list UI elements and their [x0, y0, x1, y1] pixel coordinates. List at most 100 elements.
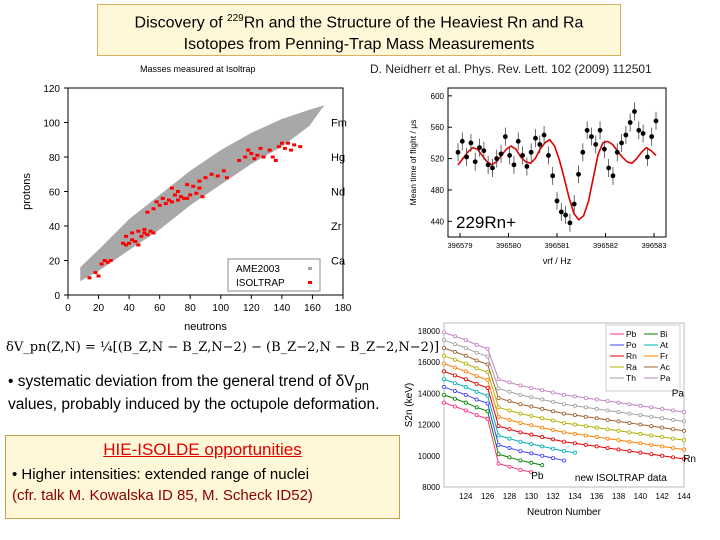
data-point [477, 145, 482, 150]
series-point [518, 411, 523, 416]
isoltrap-point [200, 195, 205, 199]
tof-resonance-chart: 440 480 520 560 600 396579 396580 396581 396582 3… [408, 87, 667, 266]
x-tick-label: 142 [656, 492, 670, 501]
isoltrap-point [121, 241, 125, 245]
series-point [605, 408, 610, 413]
series-point [594, 397, 599, 402]
y-tick-label: 14000 [418, 389, 441, 398]
series-point [594, 444, 599, 449]
data-point [614, 149, 620, 155]
data-point [636, 127, 642, 133]
data-point [653, 118, 659, 124]
y-tick-label: 10000 [418, 452, 441, 461]
y-tick-label: 100 [43, 119, 60, 130]
isoltrap-point [108, 259, 113, 262]
x-tick-label: 396581 [544, 241, 569, 250]
series-point [660, 416, 665, 421]
series-point [561, 402, 566, 407]
isoltrap-point [298, 145, 303, 149]
y-tick-label: 520 [431, 155, 445, 164]
element-label: Fm [331, 118, 347, 130]
data-point [533, 135, 538, 141]
series-point [452, 342, 457, 347]
series-point [540, 388, 545, 393]
isoltrap-point [276, 145, 281, 149]
series-point [649, 414, 654, 419]
series-point [561, 392, 566, 397]
series-point [496, 386, 501, 391]
data-point [589, 134, 594, 140]
y-tick-label: 12000 [418, 421, 441, 430]
isoltrap-point [145, 210, 150, 214]
isoltrap-point [286, 141, 290, 145]
data-point [490, 165, 495, 171]
series-point [442, 392, 447, 397]
series-point [507, 408, 512, 413]
data-point [511, 162, 517, 168]
series-point [463, 377, 468, 382]
isoltrap-point [130, 231, 135, 235]
series-point [638, 403, 643, 408]
series-point [583, 433, 588, 438]
series-point [496, 461, 501, 466]
series-point [463, 369, 468, 374]
isoltrap-point [151, 231, 156, 235]
series-point [485, 385, 490, 390]
series-point [463, 392, 468, 397]
series-point [474, 342, 479, 347]
series-point [671, 427, 676, 432]
series-point [463, 345, 468, 350]
series-point [518, 402, 523, 407]
data-point [644, 154, 650, 160]
series-line-bi [443, 394, 543, 466]
x-tick-label: 180 [335, 303, 352, 314]
x-tick-label: 138 [612, 492, 626, 501]
series-point [507, 436, 512, 441]
isoltrap-point [136, 229, 141, 233]
series-point [442, 345, 447, 350]
y-tick-label: 0 [54, 291, 60, 302]
series-point [540, 453, 545, 458]
legend-label: Th [626, 373, 636, 383]
series-point [660, 425, 665, 430]
legend-marker [308, 281, 312, 284]
isoltrap-point [145, 233, 150, 237]
series-point [605, 436, 610, 441]
series-point [518, 467, 523, 472]
title-suffix: Rn and the Structure of the Heaviest Rn … [243, 14, 584, 32]
isoltrap-point [292, 143, 297, 147]
series-point [649, 424, 654, 429]
series-point [671, 455, 676, 460]
series-point [485, 393, 490, 398]
isoltrap-point [237, 158, 242, 162]
data-point [459, 138, 465, 144]
data-point [597, 127, 603, 133]
data-point [502, 134, 508, 140]
series-point [649, 452, 654, 457]
x-tick-label: 100 [212, 303, 229, 314]
series-point [572, 441, 577, 446]
hie-isolde-box: HIE-ISOLDE opportunities • Higher intens… [5, 435, 400, 519]
isoltrap-point [197, 186, 202, 190]
series-point [540, 406, 545, 411]
isoltrap-point [154, 200, 159, 204]
series-point [561, 458, 566, 463]
data-point [580, 149, 586, 155]
isoltrap-point [246, 148, 251, 152]
y-tick-label: 600 [431, 92, 445, 101]
hie-line1: • Higher intensities: extended range of … [12, 466, 310, 483]
series-point [474, 397, 479, 402]
legend-label: Po [626, 340, 637, 350]
series-point [463, 361, 468, 366]
data-point [494, 156, 500, 161]
isoltrap-point [102, 259, 107, 262]
y-tick-label: 16000 [418, 358, 441, 367]
x-tick-label: 60 [154, 303, 166, 314]
series-point [660, 406, 665, 411]
series-point [518, 392, 523, 397]
series-point [572, 394, 577, 399]
data-point [576, 171, 581, 177]
series-point [518, 430, 523, 435]
series-point [463, 353, 468, 358]
data-point [558, 209, 564, 215]
